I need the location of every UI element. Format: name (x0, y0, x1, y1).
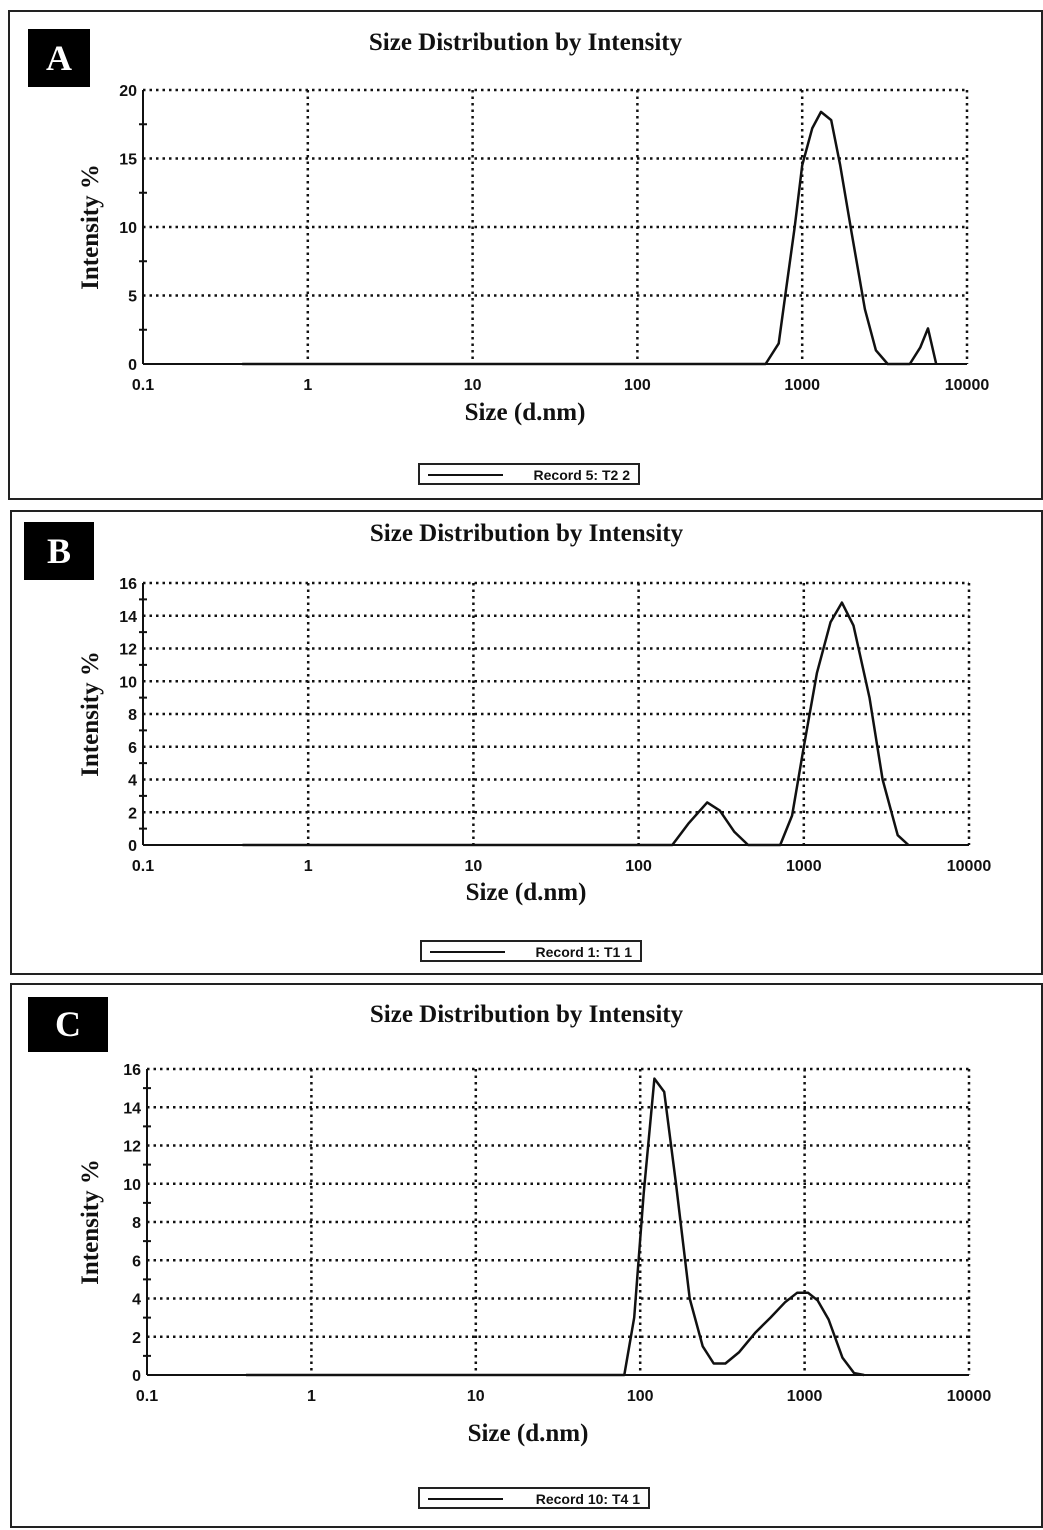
x-tick-label: 0.1 (136, 1388, 158, 1405)
y-tick-label: 8 (132, 1215, 141, 1232)
chart-panel-a: A Size Distribution by Intensity 0 5 10 15 2… (8, 10, 1043, 500)
x-tick-label: 0.1 (132, 377, 154, 394)
legend-label: Record 10: T4 1 (535, 1491, 640, 1507)
y-axis-title: Intensity % (77, 164, 104, 290)
x-axis-title: Size (d.nm) (466, 879, 587, 906)
y-tick-label: 6 (128, 740, 137, 757)
y-axis-title: Intensity % (77, 1159, 104, 1285)
y-tick-label: 8 (128, 707, 137, 724)
x-tick-label: 0.1 (132, 858, 154, 875)
x-axis-title: Size (d.nm) (468, 1420, 589, 1447)
x-tick-label: 1000 (784, 377, 820, 394)
legend: Record 10: T4 1 (418, 1487, 650, 1509)
series-line (242, 601, 910, 847)
legend-swatch (428, 474, 503, 476)
y-tick-label: 10 (119, 220, 137, 237)
y-tick-label: 15 (119, 152, 137, 169)
legend: Record 5: T2 2 (418, 463, 640, 485)
legend-label: Record 5: T2 2 (533, 467, 630, 483)
x-tick-label: 10 (464, 377, 482, 394)
x-tick-label: 1000 (786, 858, 822, 875)
chart-plot: 0 2 4 6 8 10 12 14 16 0.1 1 10 100 1000 10000 Size (d.n… (77, 576, 992, 906)
legend-label: Record 1: T1 1 (535, 944, 632, 960)
y-tick-label: 0 (128, 357, 137, 374)
x-tick-label: 1 (307, 1388, 316, 1405)
y-tick-label: 2 (132, 1330, 141, 1347)
legend-swatch (430, 951, 505, 953)
x-tick-label: 1 (304, 858, 313, 875)
y-tick-label: 5 (128, 289, 137, 306)
y-tick-label: 0 (128, 838, 137, 855)
chart-title: Size Distribution by Intensity (369, 520, 684, 547)
x-tick-label: 100 (627, 1388, 654, 1405)
panel-label: B (24, 522, 94, 580)
x-tick-label: 10000 (947, 858, 992, 875)
y-tick-label: 20 (119, 83, 137, 100)
y-axis-title: Intensity % (77, 651, 104, 777)
x-tick-label: 10000 (947, 1388, 992, 1405)
y-tick-label: 10 (119, 674, 137, 691)
panel-label: C (28, 997, 108, 1052)
y-tick-label: 16 (123, 1062, 141, 1079)
x-tick-label: 100 (624, 377, 651, 394)
panel-label: A (28, 29, 90, 87)
y-tick-label: 14 (119, 609, 137, 626)
y-tick-label: 10 (123, 1177, 141, 1194)
series-line (246, 1077, 865, 1377)
legend-swatch (428, 1498, 503, 1500)
y-tick-label: 4 (132, 1292, 141, 1309)
x-tick-label: 1000 (787, 1388, 823, 1405)
y-tick-label: 2 (128, 805, 137, 822)
series-line (242, 110, 938, 366)
chart-plot: 0 5 10 15 20 0.1 1 10 100 1000 10000 Size (d.nm) Int… (77, 83, 990, 426)
x-tick-label: 100 (625, 858, 652, 875)
y-tick-label: 0 (132, 1368, 141, 1385)
x-tick-label: 10 (467, 1388, 485, 1405)
x-tick-label: 1 (303, 377, 312, 394)
chart-title: Size Distribution by Intensity (368, 29, 683, 56)
y-tick-label: 12 (123, 1139, 141, 1156)
chart-panel-b: B Size Distribution by Intensity 0 2 4 6 8 10… (10, 510, 1043, 975)
y-tick-label: 14 (123, 1100, 141, 1117)
x-tick-label: 10000 (945, 377, 990, 394)
y-tick-label: 16 (119, 576, 137, 593)
chart-plot: 0 2 4 6 8 10 12 14 16 0.1 1 10 100 1000 10000 Size (d.n… (77, 1062, 992, 1447)
y-tick-label: 6 (132, 1253, 141, 1270)
chart-panel-c: C Size Distribution by Intensity 0 2 4 6 8 10… (10, 983, 1043, 1528)
x-tick-label: 10 (465, 858, 483, 875)
chart-title: Size Distribution by Intensity (369, 1001, 684, 1028)
y-tick-label: 4 (128, 773, 137, 790)
y-tick-label: 12 (119, 642, 137, 659)
x-axis-title: Size (d.nm) (465, 399, 586, 426)
legend: Record 1: T1 1 (420, 940, 642, 962)
